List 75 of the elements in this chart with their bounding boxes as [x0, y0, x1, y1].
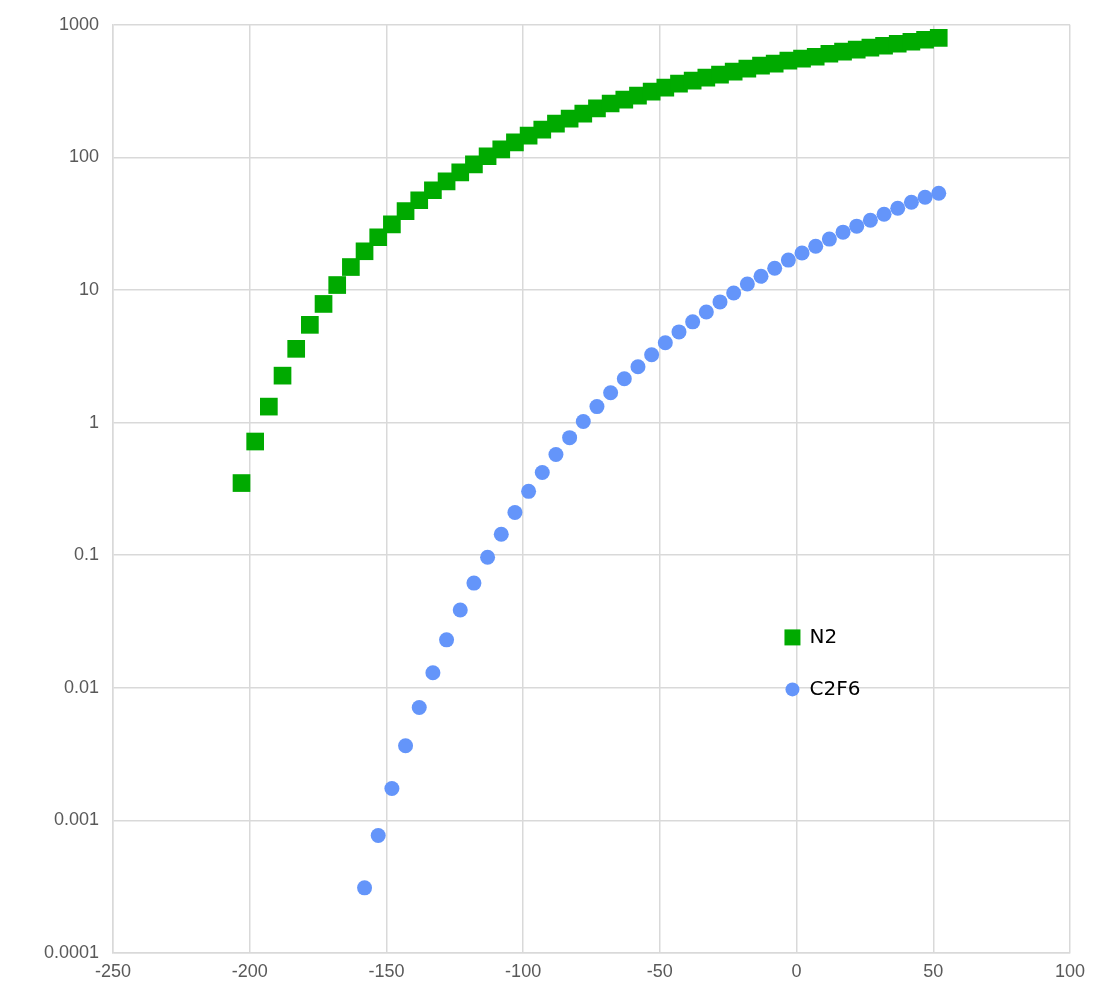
point: [328, 276, 347, 294]
point: [383, 215, 401, 234]
point: [357, 880, 373, 896]
point: [493, 526, 509, 542]
point: [273, 366, 292, 385]
point: [657, 335, 673, 351]
point: [753, 268, 769, 284]
point: [521, 483, 537, 499]
y-tick-label: 1000: [58, 13, 99, 34]
y-tick-label: 0.0001: [43, 941, 99, 962]
point: [260, 397, 278, 416]
point: [452, 602, 468, 618]
point: [671, 324, 687, 340]
point: [726, 285, 742, 301]
y-tick-label: 0.01: [63, 676, 99, 697]
point: [739, 276, 755, 292]
point: [603, 385, 619, 401]
y-tick-label: 100: [68, 146, 99, 167]
y-tick-label: 1: [88, 411, 99, 432]
x-tick-label: 0: [791, 960, 802, 981]
point: [355, 242, 374, 261]
point: [917, 189, 933, 205]
point: [301, 316, 319, 334]
x-tick-label: -100: [505, 960, 542, 981]
y-tick-label: 0.1: [73, 544, 99, 565]
point: [370, 827, 386, 843]
y-tick-label: 10: [78, 278, 99, 299]
point: [411, 700, 427, 716]
point: [712, 294, 728, 310]
point: [630, 359, 646, 375]
y-tick-label: 0.001: [53, 809, 99, 830]
point: [862, 212, 878, 228]
point: [767, 260, 783, 276]
point: [575, 413, 591, 429]
point: [808, 238, 824, 254]
point: [780, 252, 796, 268]
point: [425, 665, 441, 681]
x-tick-label: -150: [368, 960, 405, 981]
point: [439, 632, 455, 648]
point: [794, 245, 810, 261]
point: [616, 371, 632, 387]
point: [876, 206, 892, 222]
point: [466, 575, 482, 591]
point: [384, 781, 400, 796]
point: [929, 28, 948, 47]
x-tick-label: 50: [923, 960, 944, 981]
point: [548, 447, 564, 463]
point: [849, 218, 865, 234]
point: [685, 314, 701, 330]
point: [410, 191, 429, 210]
point: [507, 504, 523, 520]
point: [698, 304, 714, 320]
point: [562, 430, 578, 446]
point: [821, 231, 837, 247]
x-tick-label: -250: [94, 960, 132, 981]
point: [890, 200, 906, 216]
point: [589, 399, 605, 415]
x-tick-label: -50: [646, 960, 673, 981]
x-tick-label: -200: [231, 960, 268, 981]
point: [931, 185, 947, 201]
point: [287, 340, 306, 358]
point: [398, 738, 414, 754]
point: [342, 258, 360, 276]
point: [644, 347, 660, 363]
point: [232, 474, 251, 492]
point: [835, 224, 851, 240]
legend-label: C2F6: [809, 675, 861, 700]
point: [534, 465, 550, 481]
point: [246, 432, 265, 451]
point: [480, 549, 496, 565]
point: [369, 228, 388, 247]
point: [314, 295, 333, 313]
x-tick-label: 100: [1054, 960, 1086, 981]
legend-label: N2: [809, 623, 838, 648]
point: [903, 194, 919, 210]
